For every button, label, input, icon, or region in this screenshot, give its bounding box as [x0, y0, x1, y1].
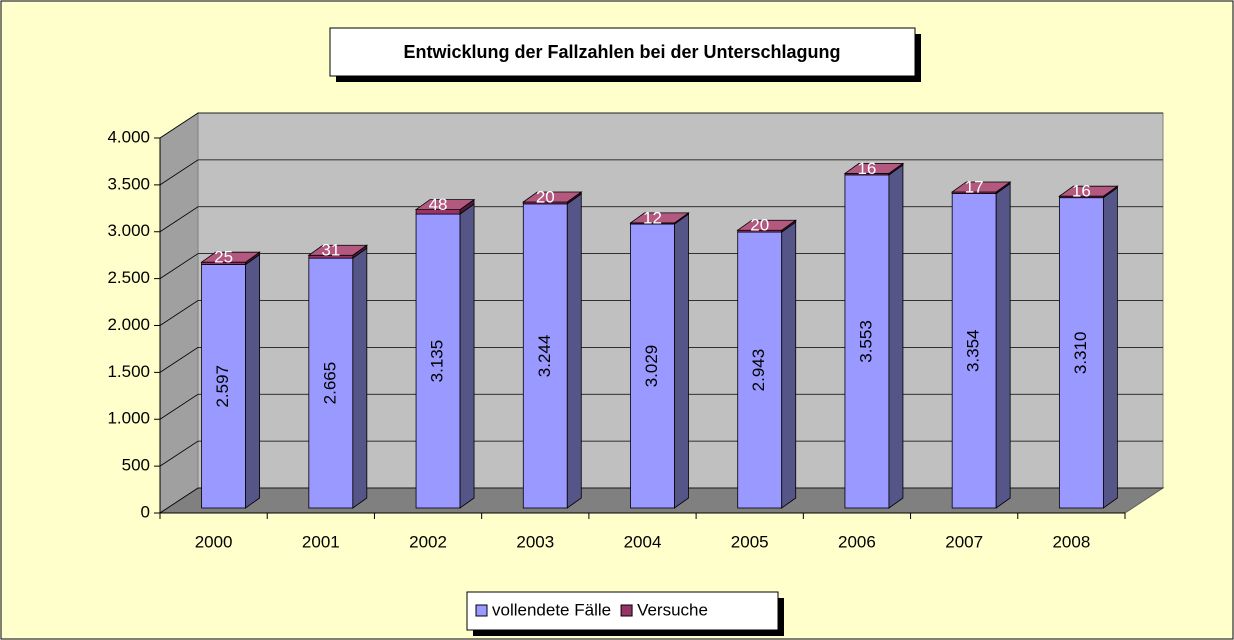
value-label: 16 [857, 159, 876, 178]
value-label: 12 [643, 208, 662, 227]
grid-line [159, 440, 1163, 467]
grid-line [159, 206, 1163, 233]
y-tick-label: 0 [141, 502, 150, 521]
grid-line [159, 253, 1163, 279]
legend-label: Versuche [637, 600, 708, 619]
bar-top [414, 199, 476, 210]
bar [951, 193, 997, 509]
value-label: 2.665 [320, 362, 339, 405]
x-tick-label: 2004 [624, 532, 662, 551]
x-tick-label: 2001 [302, 532, 340, 551]
value-label: 3.553 [856, 320, 875, 363]
bar-side [1102, 186, 1118, 509]
value-label: 3.029 [642, 345, 661, 388]
bar [737, 231, 783, 509]
bar-side [995, 182, 1011, 509]
bar-side [459, 203, 475, 509]
y-tick-label: 500 [122, 456, 150, 475]
bar-top [950, 181, 1012, 193]
y-tick-label: 3.000 [107, 221, 150, 240]
y-tick-label: 2.000 [107, 315, 150, 334]
x-tick-label: 2006 [838, 532, 876, 551]
bar-top [736, 219, 797, 231]
x-tick-label: 2003 [516, 532, 554, 551]
bar [415, 213, 461, 509]
value-label: 20 [536, 187, 555, 206]
legend-label: vollendete Fälle [492, 600, 611, 619]
bar-side [245, 253, 261, 509]
value-label: 2.597 [213, 365, 232, 408]
bar-side [781, 221, 797, 509]
value-label: 16 [1072, 182, 1091, 201]
grid-line [159, 393, 1163, 420]
bar-top [843, 163, 905, 174]
x-tick-label: 2002 [409, 532, 447, 551]
x-tick-label: 2000 [195, 532, 233, 551]
y-tick-label: 1.500 [107, 362, 150, 381]
grid-line [159, 112, 1163, 139]
x-tick-label: 2005 [731, 532, 769, 551]
y-tick-label: 1.000 [107, 409, 150, 428]
bar-side [352, 247, 368, 509]
grid-line [159, 487, 1163, 514]
legend-swatch [475, 604, 488, 617]
bar-top [307, 244, 369, 256]
value-label: 48 [429, 195, 448, 214]
legend-swatch [620, 604, 633, 617]
chart-title: Entwicklung der Fallzahlen bei der Unter… [403, 42, 840, 62]
bar-top [1058, 185, 1119, 197]
bar-side [674, 213, 689, 509]
bar-top [522, 191, 583, 203]
bar [844, 174, 890, 509]
bar [522, 203, 568, 509]
value-label: 20 [750, 216, 769, 235]
bar [201, 264, 247, 509]
value-label: 3.310 [1071, 332, 1090, 375]
value-label: 3.244 [535, 335, 554, 378]
value-label: 25 [214, 248, 233, 267]
value-label: 31 [321, 241, 340, 260]
bar-top [200, 251, 261, 263]
bar-top [629, 212, 690, 224]
grid-line [159, 346, 1163, 373]
value-label: 2.943 [749, 349, 768, 392]
value-label: 3.354 [964, 330, 983, 373]
bar-side [888, 164, 904, 509]
grid-line [159, 159, 1163, 186]
x-tick-label: 2007 [945, 532, 983, 551]
x-tick-label: 2008 [1052, 532, 1090, 551]
value-label: 3.135 [428, 340, 447, 383]
value-label: 17 [965, 177, 984, 196]
y-tick-label: 2.500 [107, 268, 150, 287]
y-tick-label: 3.500 [107, 174, 150, 193]
title-box [329, 27, 916, 77]
grid-line [159, 300, 1163, 326]
bar-side [566, 193, 582, 509]
y-tick-label: 4.000 [107, 127, 150, 146]
bar [308, 257, 354, 509]
